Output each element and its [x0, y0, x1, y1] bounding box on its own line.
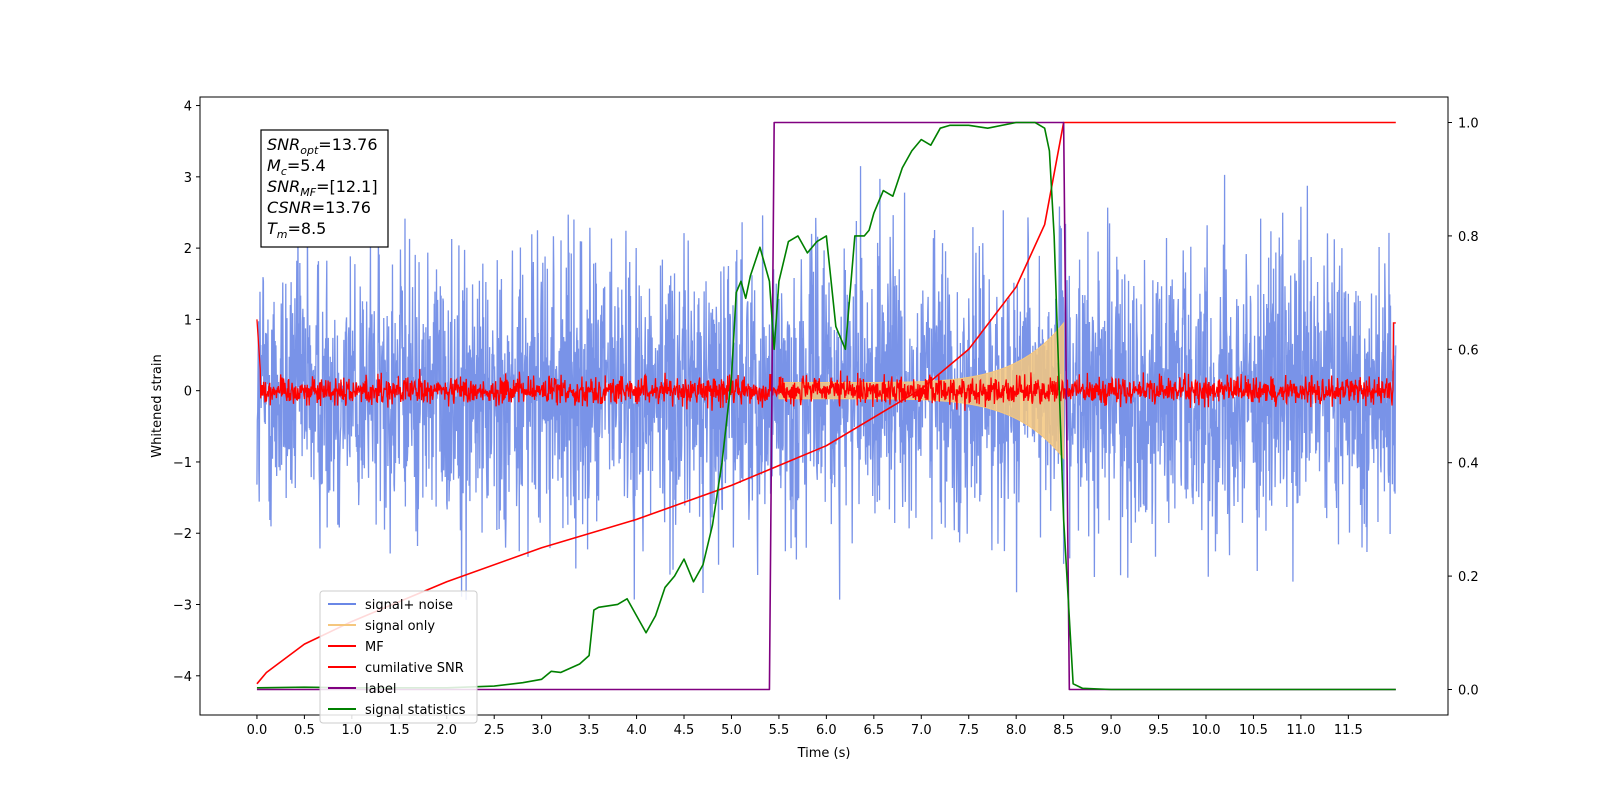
y-tick-label: 1 [184, 313, 192, 328]
legend-frame [319, 590, 478, 724]
series-mf [256, 319, 1396, 411]
legend-label: signal statistics [365, 703, 466, 718]
x-tick-label: 9.0 [1101, 723, 1122, 738]
y2-tick-label: 0.2 [1458, 570, 1479, 585]
series-signal-noise [256, 166, 1397, 600]
annotation-symbol: CSNR [267, 198, 312, 217]
x-tick-label: 9.5 [1148, 723, 1169, 738]
legend-label: cumilative SNR [365, 661, 464, 676]
y2-tick-label: 0.8 [1458, 230, 1479, 245]
annotation-subscript: m [277, 228, 288, 241]
y-tick-label: 3 [184, 171, 192, 186]
annotation-line: Tm=8.5 [267, 219, 326, 241]
annotation-symbol: T [267, 219, 278, 238]
annotation-line: Mc=5.4 [267, 156, 326, 178]
y-tick-label: 2 [184, 242, 192, 257]
y-tick-label: −2 [173, 527, 192, 542]
x-tick-label: 5.5 [769, 723, 790, 738]
y2-tick-label: 0.6 [1458, 343, 1479, 358]
y-tick-label: −4 [173, 670, 192, 685]
annotation-symbol: SNR [267, 135, 300, 154]
x-tick-label: 1.0 [342, 723, 363, 738]
annotation-value: =13.76 [318, 135, 377, 154]
x-tick-label: 11.0 [1286, 723, 1315, 738]
annotation-line: SNRopt=13.76 [267, 135, 378, 157]
annotation-frame [260, 129, 389, 248]
x-tick-label: 6.0 [816, 723, 837, 738]
y-tick-label: −1 [173, 456, 192, 471]
x-tick-label: 7.0 [911, 723, 932, 738]
x-tick-label: 0.5 [294, 723, 315, 738]
x-tick-label: 2.5 [484, 723, 505, 738]
x-tick-label: 2.0 [436, 723, 457, 738]
annotation-subscript: MF [300, 186, 316, 199]
x-tick-label: 1.5 [389, 723, 410, 738]
y-axis-label: Whitened strain [150, 354, 165, 457]
legend-label: signal only [365, 619, 435, 634]
x-tick-label: 0.0 [247, 723, 268, 738]
y2-tick-label: 0.4 [1458, 457, 1479, 472]
legend-label: MF [365, 640, 384, 655]
annotation-value: =8.5 [288, 219, 327, 238]
annotation-symbol: M [267, 156, 281, 175]
annotation-symbol: SNR [267, 177, 300, 196]
y-tick-label: 4 [184, 100, 192, 115]
legend-label: signal+ noise [365, 598, 453, 613]
x-tick-label: 5.0 [721, 723, 742, 738]
annotation-box: SNRopt=13.76Mc=5.4SNRMF=[12.1]CSNR=13.76… [260, 129, 389, 248]
plot-frame [199, 96, 1449, 716]
x-axis-label: Time (s) [797, 746, 851, 761]
x-tick-label: 10.5 [1239, 723, 1268, 738]
legend: signal+ noise signal only MF cumilative SNR… [319, 590, 478, 724]
x-tick-label: 3.5 [579, 723, 600, 738]
x-tick-label: 3.0 [531, 723, 552, 738]
annotation-line: CSNR=13.76 [267, 198, 371, 217]
y-tick-label: 0 [184, 385, 192, 400]
x-tick-label: 11.5 [1334, 723, 1363, 738]
x-tick-label: 6.5 [863, 723, 884, 738]
annotation-subscript: c [281, 165, 287, 178]
x-tick-label: 4.0 [626, 723, 647, 738]
annotation-value: =13.76 [312, 198, 371, 217]
legend-label: label [365, 682, 396, 697]
y2-tick-label: 1.0 [1458, 117, 1479, 132]
annotation-value: =[12.1] [316, 177, 378, 196]
annotation-line: SNRMF=[12.1] [267, 177, 378, 199]
series-signal-statistics [256, 121, 1396, 691]
y2-tick-label: 0.0 [1458, 683, 1479, 698]
x-tick-label: 8.5 [1053, 723, 1074, 738]
x-tick-label: 7.5 [958, 723, 979, 738]
annotation-subscript: opt [300, 144, 319, 157]
x-tick-label: 4.5 [674, 723, 695, 738]
x-tick-label: 8.0 [1006, 723, 1027, 738]
annotation-value: =5.4 [287, 156, 326, 175]
x-tick-label: 10.0 [1192, 723, 1221, 738]
y-tick-label: −3 [173, 599, 192, 614]
